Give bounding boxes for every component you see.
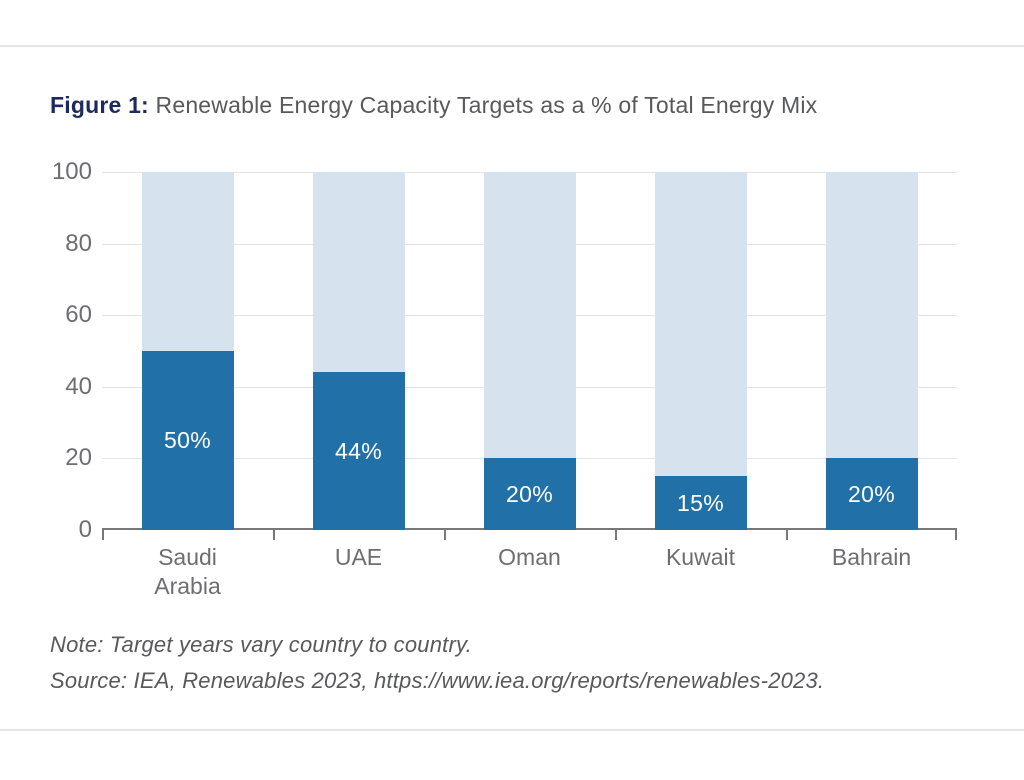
- y-tick-label: 100: [51, 158, 92, 185]
- bar-target-segment: 15%: [654, 476, 747, 530]
- note-line: Note: Target years vary country to count…: [50, 632, 472, 657]
- bar-kuwait: 15%: [654, 172, 747, 530]
- plot-area: 50% 44% 20% 15% 20%: [102, 172, 957, 540]
- bar-target-segment: 50%: [141, 351, 234, 530]
- x-axis-tick: [102, 530, 104, 540]
- x-axis-tick: [273, 530, 275, 540]
- bar-value-label: 15%: [677, 489, 724, 516]
- bar-target-segment: 20%: [825, 458, 918, 530]
- bottom-divider: [0, 729, 1024, 731]
- x-axis-tick: [615, 530, 617, 540]
- top-divider: [0, 45, 1024, 47]
- x-axis-tick: [786, 530, 788, 540]
- y-tick-label: 20: [65, 444, 92, 472]
- bar-value-label: 20%: [848, 480, 895, 507]
- x-category-label: Bahrain: [831, 544, 912, 570]
- x-category-label: UAE: [334, 544, 383, 570]
- figure-title-text: Renewable Energy Capacity Targets as a %…: [148, 92, 818, 118]
- x-category-label: Kuwait: [665, 544, 736, 570]
- x-axis-tick: [955, 530, 957, 540]
- figure-title: Figure 1: Renewable Energy Capacity Targ…: [50, 92, 817, 119]
- bar-oman: 20%: [483, 172, 576, 530]
- bar-value-label: 20%: [506, 480, 553, 507]
- bar-value-label: 50%: [164, 427, 211, 453]
- y-tick-label: 40: [65, 372, 92, 400]
- x-category-label: Saudi Arabia: [154, 544, 221, 599]
- chart-notes: Note: Target years vary country to count…: [50, 627, 824, 699]
- y-tick-label: 0: [78, 516, 92, 543]
- x-axis-tick: [444, 530, 446, 540]
- bar-uae: 44%: [312, 172, 405, 530]
- y-tick-label: 80: [65, 229, 92, 257]
- bar-target-segment: 44%: [312, 372, 405, 530]
- x-axis-labels: Saudi Arabia UAE Oman Kuwait Bahrain: [102, 543, 957, 613]
- bar-remainder-segment: [654, 172, 747, 530]
- y-axis: 0 20 40 60 80 100: [30, 158, 92, 543]
- y-tick-label: 60: [65, 301, 92, 329]
- bar-target-segment: 20%: [483, 458, 576, 530]
- bar-bahrain: 20%: [825, 172, 918, 530]
- x-category-label: Oman: [498, 544, 561, 570]
- figure-label: Figure 1:: [50, 92, 149, 118]
- bar-value-label: 44%: [335, 437, 382, 464]
- source-line: Source: IEA, Renewables 2023, https://ww…: [50, 668, 825, 693]
- bar-saudi-arabia: 50%: [141, 172, 234, 530]
